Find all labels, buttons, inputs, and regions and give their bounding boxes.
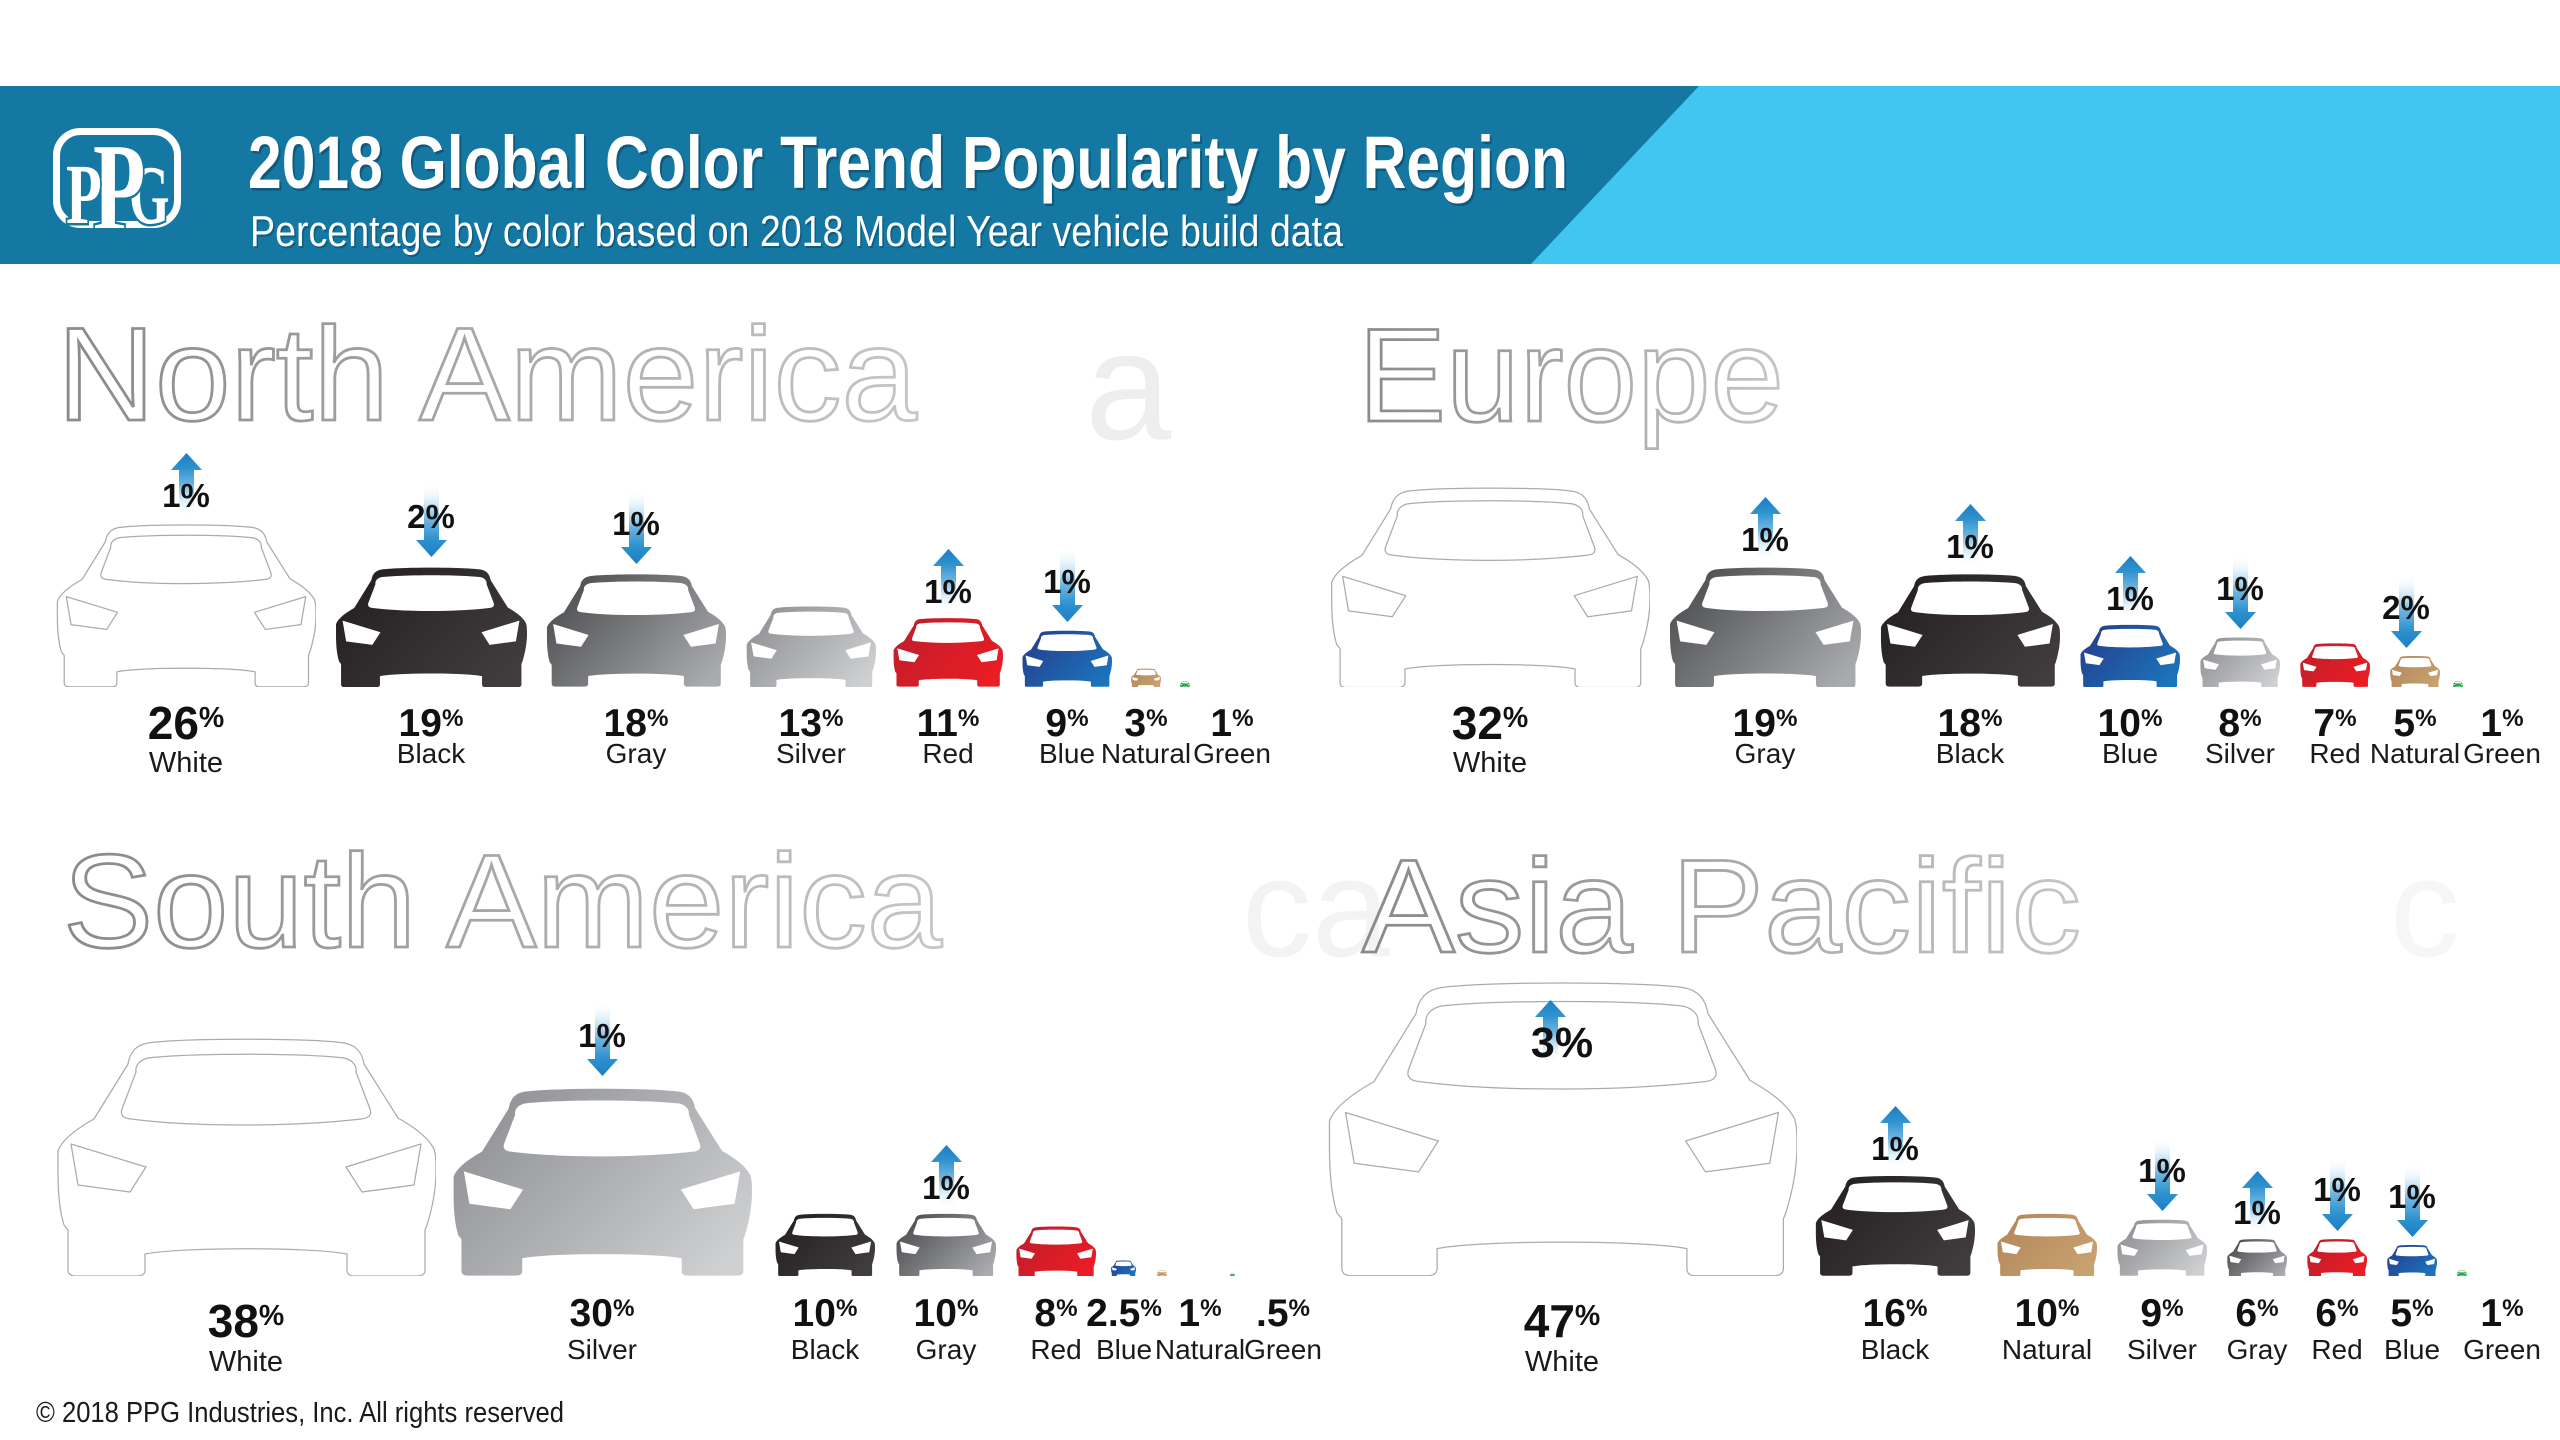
svg-text:North America: North America (57, 301, 917, 449)
svg-text:P: P (93, 128, 145, 228)
svg-text:Europe: Europe (1358, 302, 1784, 450)
svg-text:© 2018 PPG Industries, Inc. Al: © 2018 PPG Industries, Inc. All rights r… (36, 1397, 564, 1429)
svg-text:Asia Pacific: Asia Pacific (1362, 833, 2081, 981)
svg-text:Percentage by color based on 2: Percentage by color based on 2018 Model … (252, 209, 1345, 258)
svg-text:2018 Global Color Trend Popula: 2018 Global Color Trend Popularity by Re… (248, 121, 1568, 204)
svg-text:Percentage by color based on 2: Percentage by color based on 2018 Model … (250, 207, 1343, 256)
svg-text:P: P (66, 146, 102, 228)
svg-text:South America: South America (63, 828, 942, 976)
svg-text:2018 Global Color Trend Popula: 2018 Global Color Trend Popularity by Re… (250, 124, 1570, 207)
svg-text:G: G (129, 150, 170, 228)
